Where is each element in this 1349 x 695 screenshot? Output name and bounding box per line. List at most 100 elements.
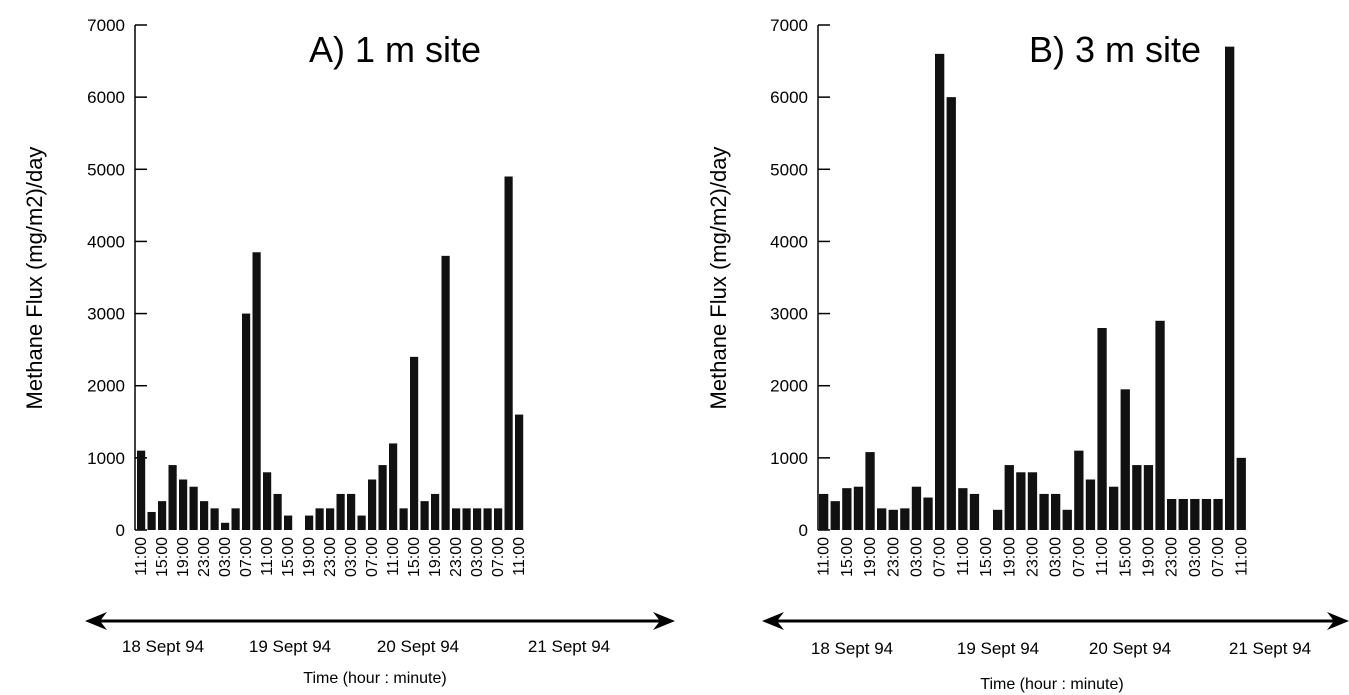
x-tick-label: 15:00 <box>978 537 995 577</box>
bar <box>1213 498 1223 530</box>
bar <box>1167 498 1177 530</box>
bar <box>452 508 461 530</box>
bar <box>923 497 933 530</box>
y-tick-label: 7000 <box>770 16 808 35</box>
date-label: 20 Sept 94 <box>377 637 459 656</box>
bar <box>168 465 177 530</box>
bar <box>1155 320 1165 530</box>
bar <box>1062 509 1072 530</box>
bar <box>431 493 440 530</box>
y-tick-label: 0 <box>116 521 125 540</box>
bar <box>357 515 366 530</box>
x-tick-label: 11:00 <box>1094 537 1111 576</box>
x-tick-label: 23:00 <box>1164 537 1181 577</box>
bar <box>993 509 1003 530</box>
x-tick-label: 03:00 <box>908 537 925 577</box>
chart-panel-b: B) 3 m site Methane Flux (mg/m2)/day 0 1000… <box>706 16 1349 693</box>
date-label: 20 Sept 94 <box>1089 639 1171 658</box>
date-label: 19 Sept 94 <box>957 639 1039 658</box>
date-label: 18 Sept 94 <box>122 637 204 656</box>
x-axis-label: Time (hour : minute) <box>980 676 1123 693</box>
bar <box>336 493 345 530</box>
x-tick-label: 07:00 <box>1071 537 1088 577</box>
x-tick-label: 23:00 <box>196 537 213 577</box>
x-tick-label: 11:00 <box>816 537 833 576</box>
x-tick-label: 15:00 <box>839 537 856 577</box>
y-tick-label: 3000 <box>770 305 808 324</box>
y-tick-label: 3000 <box>87 305 125 324</box>
date-label: 19 Sept 94 <box>249 637 331 656</box>
bar <box>147 511 156 530</box>
bar <box>305 515 314 530</box>
y-tick-label: 6000 <box>87 88 125 107</box>
bar <box>252 252 261 530</box>
bar <box>189 486 198 530</box>
bar <box>221 522 230 530</box>
x-tick-label: 15:00 <box>154 537 171 577</box>
y-tick-label: 2000 <box>770 377 808 396</box>
bar <box>263 472 272 530</box>
bar <box>1051 493 1061 530</box>
bar <box>1039 493 1049 530</box>
x-tick-label: 23:00 <box>448 537 465 577</box>
bar <box>231 508 240 530</box>
bar <box>1097 328 1107 530</box>
x-tick-label: 07:00 <box>490 537 507 577</box>
chart-title: B) 3 m site <box>1029 29 1201 70</box>
bar <box>842 488 852 530</box>
bar <box>1074 450 1084 530</box>
bar <box>1190 498 1200 530</box>
bar <box>1109 486 1119 530</box>
x-tick-label: 07:00 <box>932 537 949 577</box>
y-axis-label: Methane Flux (mg/m2)/day <box>22 147 47 410</box>
bar <box>273 493 282 530</box>
x-tick-label: 19:00 <box>427 537 444 577</box>
bar <box>946 97 956 531</box>
bar <box>137 450 146 530</box>
x-tick-label: 07:00 <box>238 537 255 577</box>
y-tick-label: 7000 <box>87 16 125 35</box>
y-tick-label: 5000 <box>770 160 808 179</box>
y-tick-label: 5000 <box>87 160 125 179</box>
x-tick-label: 19:00 <box>1140 537 1157 577</box>
bar <box>969 493 980 530</box>
bar <box>1236 457 1246 530</box>
bar <box>179 479 188 530</box>
bar <box>315 508 324 530</box>
x-tick-label: 23:00 <box>322 537 339 577</box>
x-tick-label: 11:00 <box>259 537 276 576</box>
x-tick-label: 23:00 <box>885 537 902 577</box>
y-tick-label: 1000 <box>87 449 125 468</box>
bar <box>368 479 377 530</box>
bar <box>1225 46 1235 531</box>
bar <box>1027 472 1038 530</box>
chart-title: A) 1 m site <box>309 29 481 70</box>
bar <box>399 508 408 530</box>
bar <box>389 443 398 530</box>
arrow-left-head <box>762 612 784 630</box>
x-tick-label: 15:00 <box>406 537 423 577</box>
y-tick-label: 4000 <box>87 232 125 251</box>
bar <box>158 501 167 530</box>
bar <box>410 356 419 530</box>
x-tick-label: 19:00 <box>1001 537 1018 577</box>
x-tick-label: 11:00 <box>511 537 528 576</box>
bar <box>210 508 219 530</box>
bar <box>900 508 910 530</box>
bar <box>378 465 387 530</box>
bar <box>284 515 293 530</box>
bar <box>494 508 503 530</box>
bar <box>473 508 482 530</box>
date-label: 18 Sept 94 <box>811 639 893 658</box>
x-tick-label: 15:00 <box>280 537 297 577</box>
y-tick-label: 1000 <box>770 449 808 468</box>
bar <box>853 486 864 530</box>
x-tick-label: 03:00 <box>343 537 360 577</box>
bar <box>1016 472 1026 530</box>
bar <box>515 414 524 530</box>
x-tick-label: 03:00 <box>1187 537 1204 577</box>
arrow-right-head <box>1327 612 1349 630</box>
arrow-left-head <box>85 612 107 630</box>
bar <box>1201 498 1212 530</box>
